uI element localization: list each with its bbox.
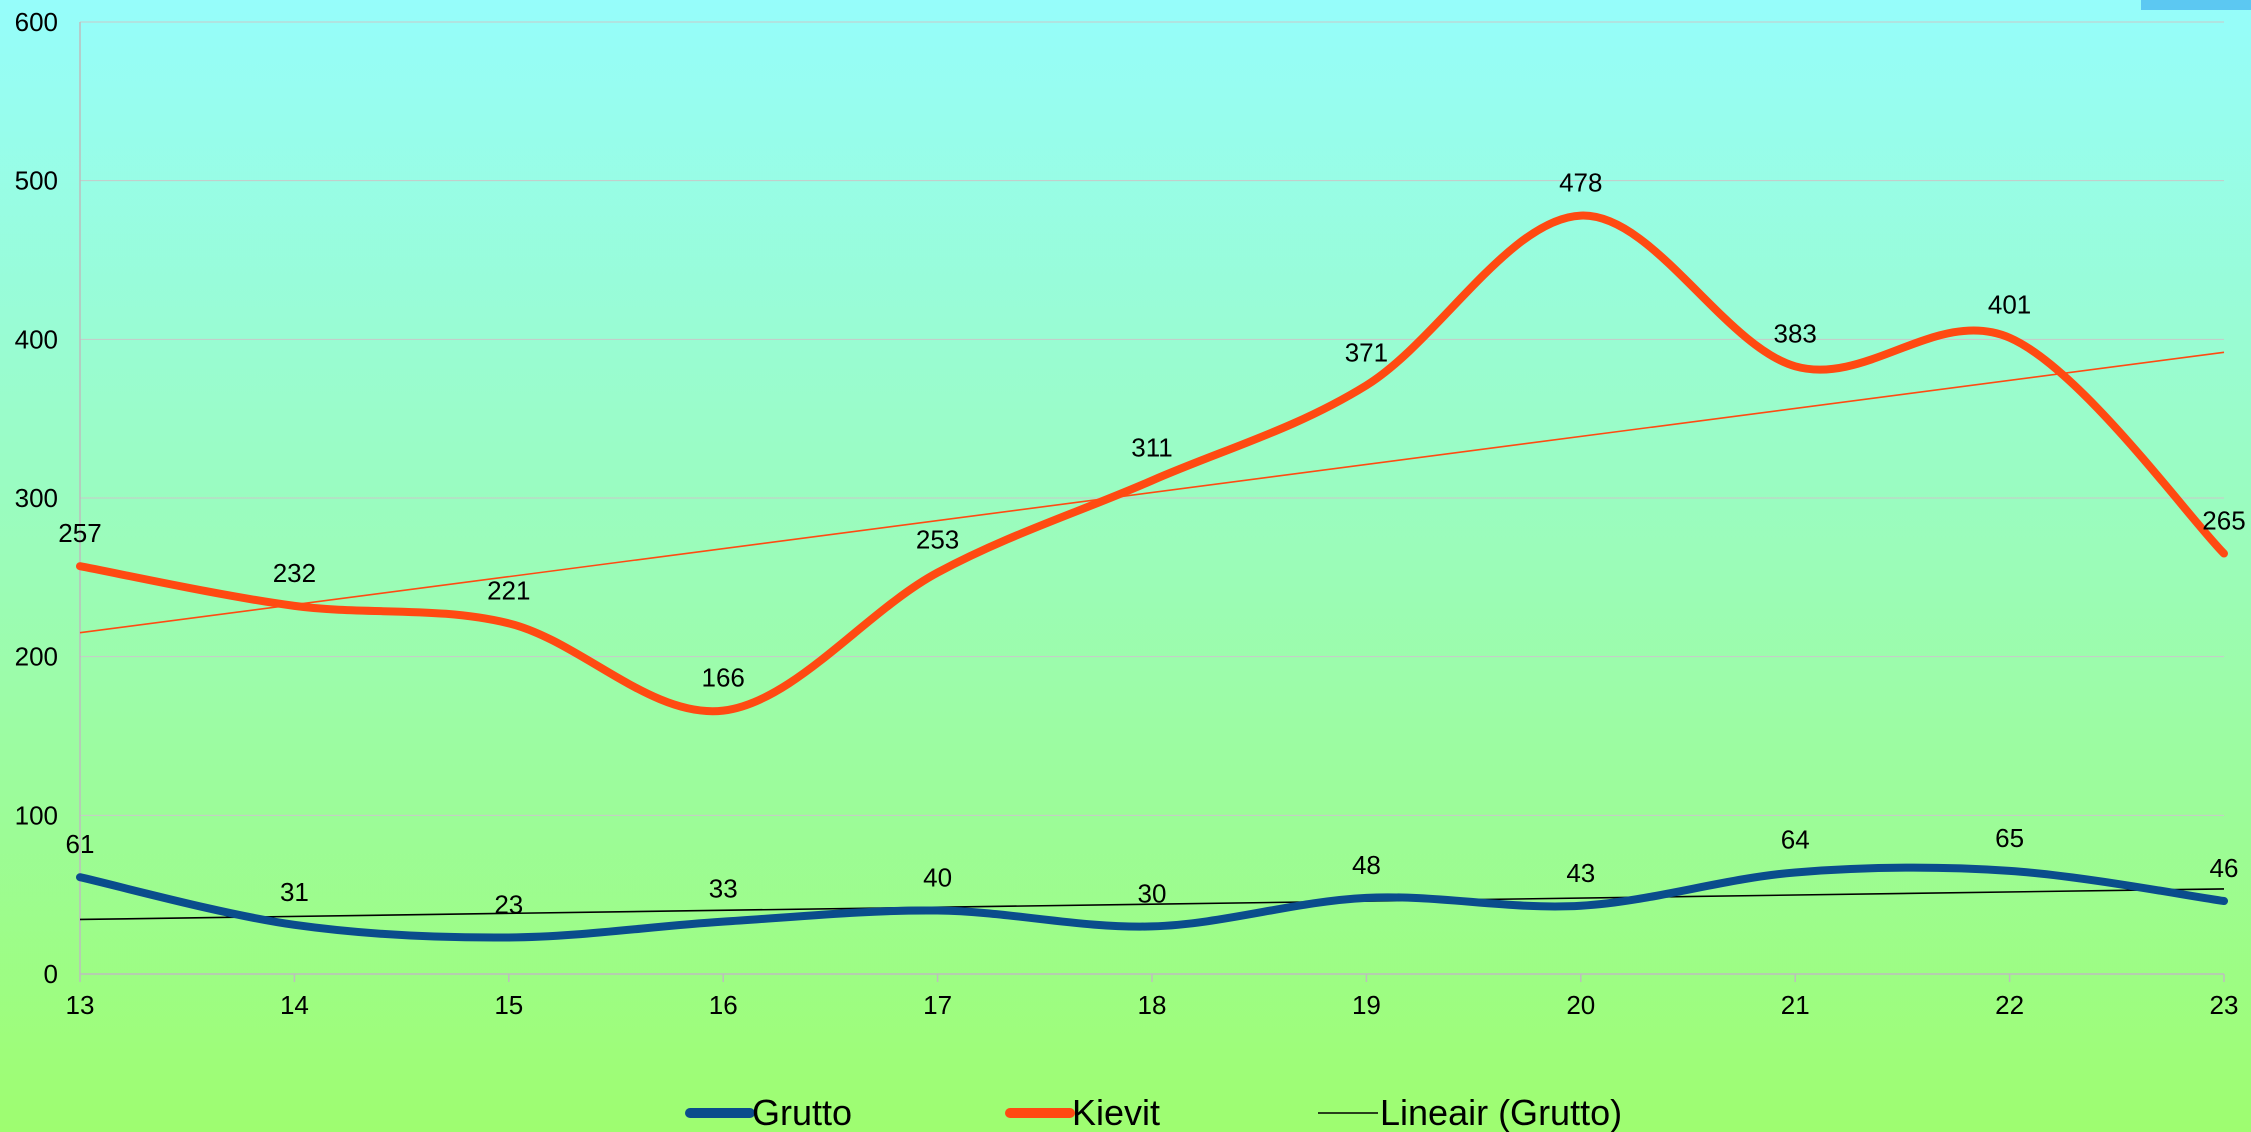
data-label-kievit: 221 bbox=[487, 575, 530, 605]
series-lines bbox=[76, 211, 2228, 942]
x-tick-label: 15 bbox=[494, 990, 523, 1020]
series-line-grutto bbox=[76, 863, 2228, 942]
series-line-kievit bbox=[76, 211, 2228, 716]
data-label-grutto: 33 bbox=[709, 874, 738, 904]
data-labels: 61 31 23 33 40 30 48 43 64 65 46 257 232 221 166 253 311… bbox=[58, 168, 2245, 920]
data-label-grutto: 64 bbox=[1781, 824, 1810, 854]
x-tick-label: 22 bbox=[1995, 990, 2024, 1020]
x-tick-label: 13 bbox=[66, 990, 95, 1020]
x-tick-label: 14 bbox=[280, 990, 309, 1020]
legend: Grutto Kievit Lineair (Grutto) bbox=[685, 1092, 1622, 1132]
axes: 0 100 200 300 400 500 600 13 14 15 16 17 18 19 20 21 22 2… bbox=[15, 7, 2239, 1020]
data-label-grutto: 23 bbox=[494, 890, 523, 920]
trendline-grutto bbox=[79, 888, 2225, 921]
legend-label: Kievit bbox=[1072, 1092, 1160, 1132]
data-label-grutto: 30 bbox=[1138, 878, 1167, 908]
data-label-kievit: 371 bbox=[1345, 337, 1388, 367]
data-label-kievit: 401 bbox=[1988, 290, 2031, 320]
data-label-kievit: 311 bbox=[1131, 433, 1172, 463]
data-label-kievit: 257 bbox=[58, 518, 101, 548]
legend-label: Grutto bbox=[752, 1092, 852, 1132]
legend-label: Lineair (Grutto) bbox=[1380, 1092, 1622, 1132]
y-tick-label: 300 bbox=[15, 483, 58, 513]
data-label-grutto: 48 bbox=[1352, 850, 1381, 880]
y-tick-label: 400 bbox=[15, 324, 58, 354]
trendline-kievit bbox=[79, 351, 2225, 634]
y-tick-label: 500 bbox=[15, 166, 58, 196]
data-label-kievit: 265 bbox=[2202, 506, 2245, 536]
data-label-kievit: 232 bbox=[273, 558, 316, 588]
x-tick-label: 18 bbox=[1138, 990, 1167, 1020]
data-label-grutto: 61 bbox=[66, 829, 95, 859]
data-label-grutto: 43 bbox=[1566, 858, 1595, 888]
x-tick-label: 21 bbox=[1781, 990, 1810, 1020]
x-tick-label: 17 bbox=[923, 990, 952, 1020]
x-tick-label: 16 bbox=[709, 990, 738, 1020]
x-tick-label: 19 bbox=[1352, 990, 1381, 1020]
data-label-kievit: 166 bbox=[702, 663, 745, 693]
trendlines bbox=[79, 351, 2225, 921]
y-tick-label: 200 bbox=[15, 642, 58, 672]
x-tick-label: 23 bbox=[2210, 990, 2239, 1020]
data-label-grutto: 31 bbox=[280, 877, 309, 907]
data-label-kievit: 383 bbox=[1774, 318, 1817, 348]
data-label-grutto: 65 bbox=[1995, 823, 2024, 853]
y-tick-label: 0 bbox=[44, 959, 58, 989]
data-label-grutto: 46 bbox=[2210, 853, 2239, 883]
corner-tab bbox=[2141, 0, 2251, 10]
y-tick-label: 100 bbox=[15, 800, 58, 830]
y-tick-label: 600 bbox=[15, 7, 58, 37]
data-label-grutto: 40 bbox=[923, 863, 952, 893]
data-label-kievit: 253 bbox=[916, 525, 959, 555]
data-label-kievit: 478 bbox=[1559, 168, 1602, 198]
gridlines bbox=[80, 21, 2224, 816]
x-tick-label: 20 bbox=[1566, 990, 1595, 1020]
